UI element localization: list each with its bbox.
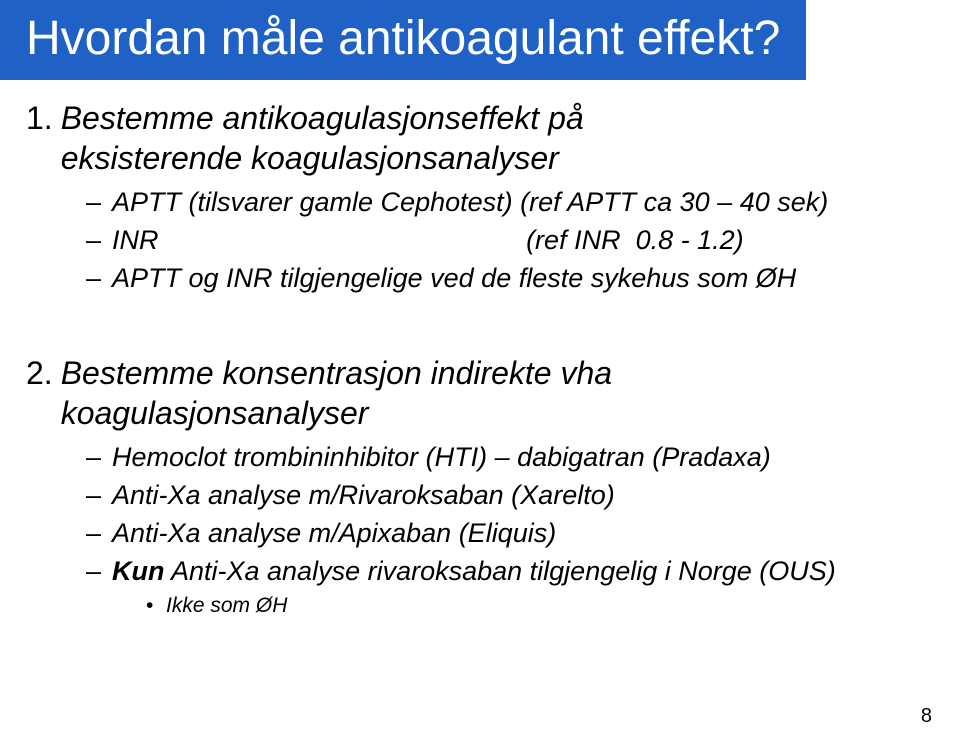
title-box: Hvordan måle antikoagulant effekt? — [0, 0, 806, 80]
item-number: 2. — [26, 355, 53, 391]
numbered-item-1: 1.Bestemme antikoagulasjonseffekt på 1.e… — [26, 98, 930, 178]
slide: Hvordan måle antikoagulant effekt? 1.Bes… — [0, 0, 960, 746]
sub-item-text: INR (ref INR 0.8 - 1.2) — [112, 222, 930, 260]
dash-icon: – — [86, 184, 112, 222]
sub-item: – Hemoclot trombininhibitor (HTI) – dabi… — [86, 439, 930, 477]
sub-item-bold: – Kun Anti-Xa analyse rivaroksaban tilgj… — [86, 553, 930, 591]
slide-title: Hvordan måle antikoagulant effekt? — [26, 14, 780, 64]
sub-item-text: Kun Anti-Xa analyse rivaroksaban tilgjen… — [112, 553, 930, 591]
item-2-line-2: koagulasjonsanalyser — [61, 395, 369, 431]
dash-icon: – — [86, 515, 112, 553]
sub-item-text: APTT (tilsvarer gamle Cephotest) (ref AP… — [112, 184, 930, 222]
page-number: 8 — [921, 705, 932, 728]
dash-icon: – — [86, 439, 112, 477]
sub-item-text: Hemoclot trombininhibitor (HTI) – dabiga… — [112, 439, 930, 477]
bold-rest: Anti-Xa analyse rivaroksaban tilgjengeli… — [164, 556, 835, 586]
item-2-sublist: – Hemoclot trombininhibitor (HTI) – dabi… — [86, 439, 930, 590]
dash-icon: – — [86, 260, 112, 298]
sub-item: – APTT (tilsvarer gamle Cephotest) (ref … — [86, 184, 930, 222]
item-number: 1. — [26, 100, 53, 136]
block-2: 2.Bestemme konsentrasjon indirekte vha 2… — [26, 353, 930, 620]
dash-icon: – — [86, 222, 112, 260]
bullet-icon: • — [146, 591, 166, 620]
numbered-item-2: 2.Bestemme konsentrasjon indirekte vha 2… — [26, 353, 930, 433]
sub-item-text: APTT og INR tilgjengelige ved de fleste … — [112, 260, 930, 298]
item-1-line-1: Bestemme antikoagulasjonseffekt på — [61, 100, 584, 136]
sub-item-text: Anti-Xa analyse m/Rivaroksaban (Xarelto) — [112, 477, 930, 515]
dash-icon: – — [86, 477, 112, 515]
dash-icon: – — [86, 553, 112, 591]
sub-sub-text: Ikke som ØH — [166, 591, 287, 620]
sub-item: – Anti-Xa analyse m/Rivaroksaban (Xarelt… — [86, 477, 930, 515]
slide-body: 1.Bestemme antikoagulasjonseffekt på 1.e… — [26, 98, 930, 620]
bold-prefix: Kun — [112, 556, 164, 586]
sub-item: – Anti-Xa analyse m/Apixaban (Eliquis) — [86, 515, 930, 553]
item-2-line-1: Bestemme konsentrasjon indirekte vha — [61, 355, 612, 391]
item-1-sublist: – APTT (tilsvarer gamle Cephotest) (ref … — [86, 184, 930, 297]
sub-item: – APTT og INR tilgjengelige ved de flest… — [86, 260, 930, 298]
sub-item: – INR (ref INR 0.8 - 1.2) — [86, 222, 930, 260]
sub-item-text: Anti-Xa analyse m/Apixaban (Eliquis) — [112, 515, 930, 553]
item-1-line-2: eksisterende koagulasjonsanalyser — [61, 140, 559, 176]
sub-sub-item: • Ikke som ØH — [146, 591, 930, 620]
